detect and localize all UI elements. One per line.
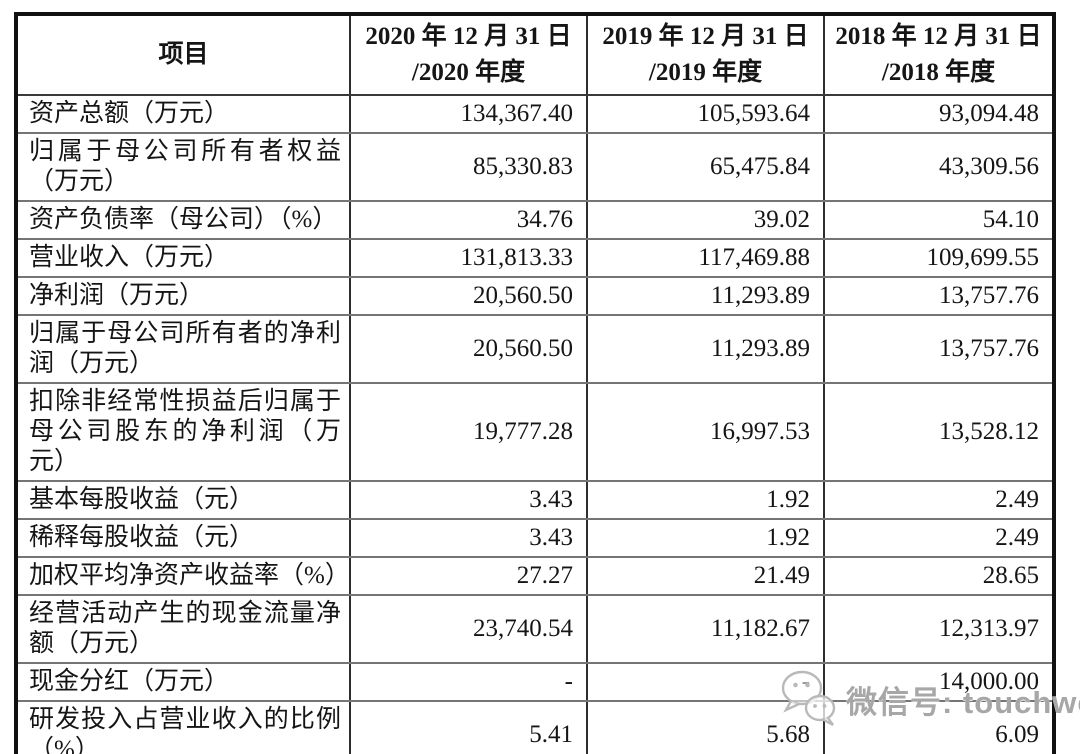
table-header-row: 项目 2020 年 12 月 31 日 /2020 年度 2019 年 12 月… bbox=[15, 13, 1055, 96]
row-value-2018: 2.49 bbox=[823, 480, 1055, 520]
row-item-label: 资产负债率（母公司）（%） bbox=[15, 200, 351, 240]
row-value-2018: 2.49 bbox=[823, 518, 1055, 558]
row-value-2018: 13,757.76 bbox=[823, 276, 1055, 316]
table-row: 归属于母公司所有者权益（万元） 85,330.83 65,475.84 43,3… bbox=[15, 132, 1055, 202]
row-value-2020: 34.76 bbox=[349, 200, 588, 240]
row-item-label: 归属于母公司所有者的净利润（万元） bbox=[15, 314, 351, 384]
row-item-label: 现金分红（万元） bbox=[15, 662, 351, 702]
header-period-2019-line1: 2019 年 12 月 31 日 bbox=[602, 23, 809, 50]
row-value-2018: 28.65 bbox=[823, 556, 1055, 596]
row-value-2018: 14,000.00 bbox=[823, 662, 1055, 702]
row-item-label: 稀释每股收益（元） bbox=[15, 518, 351, 558]
header-period-2018-line2: /2018 年度 bbox=[881, 59, 996, 86]
header-period-2018-line1: 2018 年 12 月 31 日 bbox=[835, 23, 1042, 50]
row-value-2019: 39.02 bbox=[586, 200, 825, 240]
header-period-2020-line2: /2020 年度 bbox=[411, 59, 526, 86]
row-value-2019: 11,293.89 bbox=[586, 314, 825, 384]
row-value-2018: 6.09 bbox=[823, 700, 1055, 754]
row-value-2019: 105,593.64 bbox=[586, 94, 825, 134]
row-value-2020: 20,560.50 bbox=[349, 314, 588, 384]
row-item-label: 基本每股收益（元） bbox=[15, 480, 351, 520]
table-row: 经营活动产生的现金流量净额（万元） 23,740.54 11,182.67 12… bbox=[15, 594, 1055, 664]
row-value-2020: - bbox=[349, 662, 588, 702]
row-item-label: 扣除非经常性损益后归属于母公司股东的净利润（万元） bbox=[15, 382, 351, 482]
row-value-2020: 20,560.50 bbox=[349, 276, 588, 316]
header-period-2019: 2019 年 12 月 31 日 /2019 年度 bbox=[586, 13, 825, 96]
row-value-2020: 3.43 bbox=[349, 518, 588, 558]
row-value-2018: 109,699.55 bbox=[823, 238, 1055, 278]
row-value-2019: 1.92 bbox=[586, 518, 825, 558]
header-item-cell: 项目 bbox=[15, 13, 351, 96]
table-row: 现金分红（万元） - - 14,000.00 bbox=[15, 662, 1055, 702]
row-value-2020: 23,740.54 bbox=[349, 594, 588, 664]
row-value-2018: 12,313.97 bbox=[823, 594, 1055, 664]
row-value-2020: 19,777.28 bbox=[349, 382, 588, 482]
header-period-2020-line1: 2020 年 12 月 31 日 bbox=[365, 23, 572, 50]
row-item-label: 资产总额（万元） bbox=[15, 94, 351, 134]
row-item-label: 经营活动产生的现金流量净额（万元） bbox=[15, 594, 351, 664]
row-item-label: 加权平均净资产收益率（%） bbox=[15, 556, 351, 596]
table-row: 基本每股收益（元） 3.43 1.92 2.49 bbox=[15, 480, 1055, 520]
row-value-2018: 43,309.56 bbox=[823, 132, 1055, 202]
row-value-2020: 3.43 bbox=[349, 480, 588, 520]
row-value-2020: 27.27 bbox=[349, 556, 588, 596]
table-row: 营业收入（万元） 131,813.33 117,469.88 109,699.5… bbox=[15, 238, 1055, 278]
row-item-label: 归属于母公司所有者权益（万元） bbox=[15, 132, 351, 202]
row-value-2018: 13,528.12 bbox=[823, 382, 1055, 482]
table-row: 资产负债率（母公司）（%） 34.76 39.02 54.10 bbox=[15, 200, 1055, 240]
table-row: 归属于母公司所有者的净利润（万元） 20,560.50 11,293.89 13… bbox=[15, 314, 1055, 384]
row-value-2019: 16,997.53 bbox=[586, 382, 825, 482]
row-value-2020: 85,330.83 bbox=[349, 132, 588, 202]
row-value-2018: 13,757.76 bbox=[823, 314, 1055, 384]
row-value-2019: 11,182.67 bbox=[586, 594, 825, 664]
table-row: 稀释每股收益（元） 3.43 1.92 2.49 bbox=[15, 518, 1055, 558]
table-row: 净利润（万元） 20,560.50 11,293.89 13,757.76 bbox=[15, 276, 1055, 316]
header-period-2018: 2018 年 12 月 31 日 /2018 年度 bbox=[823, 13, 1055, 96]
row-value-2019: 65,475.84 bbox=[586, 132, 825, 202]
table-row: 资产总额（万元） 134,367.40 105,593.64 93,094.48 bbox=[15, 94, 1055, 134]
row-value-2019: 21.49 bbox=[586, 556, 825, 596]
row-item-label: 研发投入占营业收入的比例（%） bbox=[15, 700, 351, 754]
table-row: 研发投入占营业收入的比例（%） 5.41 5.68 6.09 bbox=[15, 700, 1055, 754]
row-value-2019: 1.92 bbox=[586, 480, 825, 520]
header-period-2020: 2020 年 12 月 31 日 /2020 年度 bbox=[349, 13, 588, 96]
row-value-2019: 117,469.88 bbox=[586, 238, 825, 278]
table-row: 扣除非经常性损益后归属于母公司股东的净利润（万元） 19,777.28 16,9… bbox=[15, 382, 1055, 482]
financial-summary-table: 项目 2020 年 12 月 31 日 /2020 年度 2019 年 12 月… bbox=[14, 12, 1056, 754]
row-value-2020: 5.41 bbox=[349, 700, 588, 754]
row-item-label: 净利润（万元） bbox=[15, 276, 351, 316]
row-value-2020: 131,813.33 bbox=[349, 238, 588, 278]
row-value-2020: 134,367.40 bbox=[349, 94, 588, 134]
row-value-2018: 93,094.48 bbox=[823, 94, 1055, 134]
row-value-2019: 5.68 bbox=[586, 700, 825, 754]
row-value-2019: 11,293.89 bbox=[586, 276, 825, 316]
header-period-2019-line2: /2019 年度 bbox=[648, 59, 763, 86]
row-value-2018: 54.10 bbox=[823, 200, 1055, 240]
table-row: 加权平均净资产收益率（%） 27.27 21.49 28.65 bbox=[15, 556, 1055, 596]
row-value-2019: - bbox=[586, 662, 825, 702]
row-item-label: 营业收入（万元） bbox=[15, 238, 351, 278]
